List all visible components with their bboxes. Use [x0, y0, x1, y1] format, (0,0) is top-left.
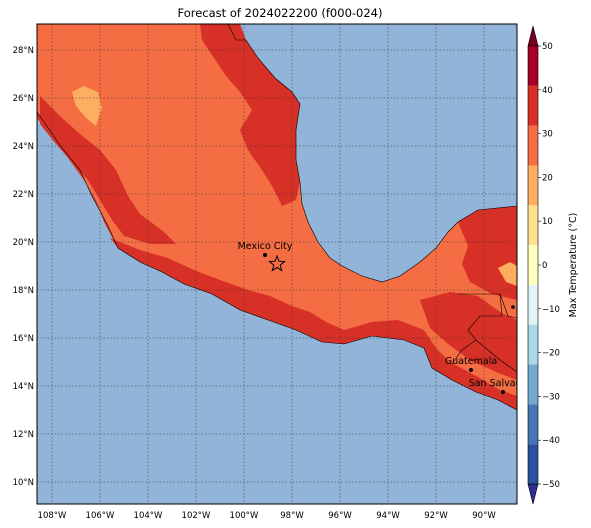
colorbar-tick-label: 50 — [542, 42, 553, 52]
longitude-tick-label: 96°W — [328, 511, 352, 521]
hot-zone-coast — [110, 238, 517, 410]
map-title: Forecast of 2024022200 (f000-024) — [177, 6, 383, 20]
colorbar-segment — [528, 165, 538, 206]
city-label: Guatemala — [445, 356, 497, 367]
colorbar-extend-high — [527, 25, 539, 47]
city-label: Mexico City — [238, 241, 293, 252]
latitude-tick-label: 20°N — [13, 238, 34, 248]
longitude-labels: 108°W 106°W 104°W 102°W 100°W 98°W 96°W 94°W 92°… — [38, 511, 497, 521]
latitude-tick-label: 14°N — [13, 382, 34, 392]
city-dot — [501, 390, 505, 394]
star-icon — [268, 254, 286, 272]
colorbar: 50 40 30 20 10 0 −10 −20 −30 −40 −50 — [527, 25, 560, 505]
longitude-tick-label: 102°W — [182, 511, 211, 521]
colorbar-segment — [528, 444, 538, 484]
map-frame — [36, 23, 518, 505]
city-markers: Mexico City Guatemala San Salvador — [238, 241, 532, 394]
colorbar-tick-label: 10 — [542, 217, 553, 227]
longitude-tick-label: 90°W — [472, 511, 496, 521]
colorbar-tick-label: −50 — [542, 480, 560, 490]
city-dot — [469, 368, 473, 372]
colorbar-label: Max Temperature (°C) — [568, 213, 579, 318]
longitude-tick-label: 106°W — [86, 511, 115, 521]
colorbar-segment — [528, 364, 538, 405]
latitude-tick-label: 26°N — [13, 94, 34, 104]
city-dot — [511, 305, 515, 309]
latitude-tick-label: 24°N — [13, 142, 34, 152]
latitude-tick-label: 12°N — [13, 430, 34, 440]
longitude-tick-label: 104°W — [134, 511, 163, 521]
map-panel: Mexico City Guatemala San Salvador — [37, 24, 532, 504]
colorbar-tick-label: 0 — [542, 261, 547, 271]
country-borders — [227, 24, 517, 373]
city-dot — [263, 253, 267, 257]
latitude-tick-label: 28°N — [13, 46, 34, 56]
colorbar-tick-label: −20 — [542, 349, 560, 359]
colorbar-segment — [528, 205, 538, 246]
colorbar-segment — [528, 245, 538, 285]
hot-zone-north — [200, 24, 300, 206]
longitude-tick-label: 98°W — [280, 511, 304, 521]
colorbar-tick-label: −10 — [542, 305, 560, 315]
colorbar-segment — [528, 404, 538, 445]
colorbar-segment — [528, 46, 538, 86]
colorbar-tick-label: −40 — [542, 436, 560, 446]
colorbar-segment — [528, 125, 538, 166]
longitude-tick-label: 92°W — [424, 511, 448, 521]
mild-patch-yucatan — [498, 262, 517, 286]
longitude-tick-label: 94°W — [376, 511, 400, 521]
hot-zone-chiapas — [420, 292, 517, 380]
latitude-tick-label: 10°N — [13, 478, 34, 488]
hot-zone-sierra — [40, 96, 176, 244]
colorbar-extend-low — [527, 483, 539, 505]
colorbar-segment — [528, 324, 538, 365]
longitude-tick-label: 108°W — [38, 511, 67, 521]
colorbar-tick-label: −30 — [542, 392, 560, 402]
mild-patch-northwest — [72, 86, 102, 126]
longitude-tick-label: 100°W — [230, 511, 259, 521]
hot-zone-yucatan — [458, 206, 517, 300]
latitude-tick-label: 18°N — [13, 286, 34, 296]
latitude-tick-label: 22°N — [13, 190, 34, 200]
latitude-labels: 28°N 26°N 24°N 22°N 20°N 18°N 16°N 14°N 12°N 10°N — [13, 46, 34, 488]
gridlines — [37, 24, 517, 504]
coastline — [37, 39, 517, 411]
city-label: San Salvador — [469, 378, 532, 389]
colorbar-tick-label: 20 — [542, 173, 553, 183]
colorbar-segment — [528, 284, 538, 325]
land-mexico — [37, 24, 517, 410]
latitude-tick-label: 16°N — [13, 334, 34, 344]
colorbar-tick-label: 40 — [542, 86, 553, 96]
colorbar-tick-label: 30 — [542, 130, 553, 140]
colorbar-segment — [528, 85, 538, 126]
